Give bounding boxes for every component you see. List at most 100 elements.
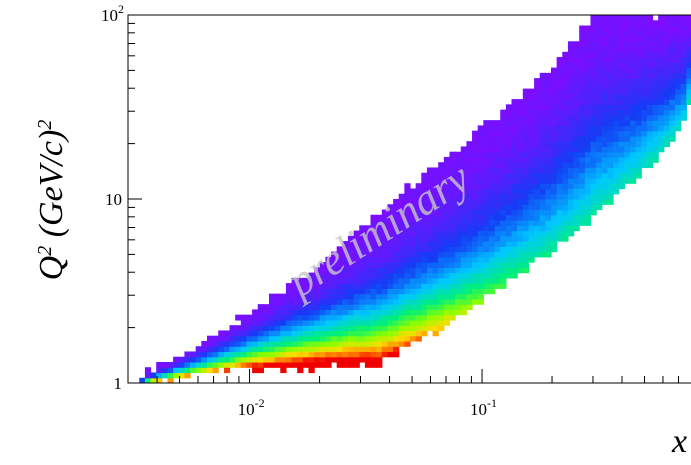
heatmap-cell (472, 199, 479, 205)
heatmap-cell (545, 220, 552, 226)
heatmap-cell (522, 172, 530, 179)
heatmap-cell (494, 146, 501, 153)
heatmap-cell (505, 183, 513, 190)
heatmap-cell (376, 356, 383, 363)
heatmap-cell (624, 51, 631, 58)
heatmap-cell (291, 319, 298, 326)
heatmap-cell (393, 262, 400, 268)
heatmap-cell (246, 340, 253, 347)
heatmap-cell (336, 256, 343, 263)
heatmap-cell (511, 220, 518, 226)
heatmap-cell (432, 220, 439, 226)
heatmap-cell (381, 283, 389, 289)
heatmap-cell (404, 251, 411, 258)
heatmap-cell (415, 309, 422, 316)
heatmap-cell (432, 204, 439, 211)
heatmap-cell (443, 230, 451, 237)
heatmap-cell (579, 177, 586, 184)
heatmap-cell (601, 51, 608, 58)
heatmap-cell (517, 135, 524, 142)
heatmap-cell (443, 214, 451, 221)
heatmap-cell (675, 104, 682, 111)
heatmap-cell (331, 293, 338, 300)
heatmap-cell (573, 193, 580, 200)
heatmap-cell (477, 214, 484, 221)
heatmap-cell (274, 314, 281, 321)
heatmap-cell (675, 72, 682, 79)
heatmap-cell (596, 78, 603, 84)
heatmap-cell (415, 319, 422, 326)
heatmap-cell (331, 325, 338, 332)
heatmap-cell (438, 267, 445, 274)
heatmap-cell (629, 15, 637, 21)
heatmap-cell (443, 272, 451, 279)
heatmap-cell (517, 262, 524, 268)
heatmap-cell (302, 314, 310, 321)
heatmap-cell (347, 288, 355, 295)
heatmap-cell (421, 272, 428, 279)
heatmap-cell (658, 67, 665, 74)
heatmap-cell (387, 230, 394, 237)
heatmap-cell (567, 230, 575, 237)
heatmap-cell (539, 209, 546, 216)
heatmap-cell (347, 256, 355, 263)
heatmap-cell (381, 220, 389, 226)
heatmap-cell (426, 204, 434, 211)
heatmap-cell (297, 314, 304, 321)
heatmap-cell (517, 109, 524, 116)
heatmap-cell (528, 135, 535, 142)
heatmap-cell (347, 330, 355, 337)
heatmap-cell (613, 156, 620, 163)
heatmap-cell (675, 30, 682, 37)
heatmap-cell (534, 214, 541, 221)
heatmap-cell (314, 325, 321, 332)
heatmap-cell (500, 125, 507, 132)
heatmap-cell (641, 135, 648, 142)
heatmap-cell (590, 57, 597, 63)
heatmap-cell (359, 346, 366, 353)
heatmap-cell (539, 146, 546, 153)
heatmap-cell (613, 93, 620, 100)
heatmap-cell (635, 72, 642, 79)
heatmap-cell (494, 246, 501, 253)
heatmap-cell (455, 309, 462, 316)
heatmap-cell (274, 335, 281, 342)
heatmap-cell (314, 335, 321, 342)
heatmap-cell (522, 162, 530, 169)
heatmap-cell (342, 251, 349, 258)
heatmap-cell (353, 309, 360, 316)
heatmap-cell (438, 304, 445, 310)
heatmap-cell (381, 230, 389, 237)
heatmap-cell (646, 162, 654, 169)
heatmap-cell (460, 193, 467, 200)
heatmap-cell (144, 367, 152, 374)
heatmap-cell (567, 162, 575, 169)
heatmap-cell (488, 120, 496, 126)
heatmap-cell (443, 319, 451, 326)
heatmap-cell (601, 62, 608, 69)
heatmap-cell (556, 114, 563, 121)
heatmap-cell (438, 177, 445, 184)
heatmap-cell (511, 109, 518, 116)
heatmap-cell (534, 230, 541, 237)
heatmap-cell (342, 288, 349, 295)
heatmap-cell (488, 146, 496, 153)
heatmap-cell (596, 135, 603, 142)
heatmap-cell (590, 78, 597, 84)
heatmap-cell (551, 225, 558, 232)
heatmap-cell (596, 156, 603, 163)
heatmap-cell (505, 172, 513, 179)
heatmap-cell (415, 325, 422, 332)
heatmap-cell (596, 30, 603, 37)
heatmap-cell (393, 335, 400, 342)
heatmap-cell (607, 99, 614, 105)
y-title-q: Q (33, 256, 70, 281)
heatmap-cell (613, 188, 620, 195)
heatmap-cell (562, 188, 569, 195)
heatmap-cell (686, 36, 691, 42)
heatmap-cell (297, 351, 304, 358)
heatmap-cell (663, 141, 671, 148)
heatmap-cell (534, 83, 541, 90)
heatmap-cell (579, 162, 586, 169)
